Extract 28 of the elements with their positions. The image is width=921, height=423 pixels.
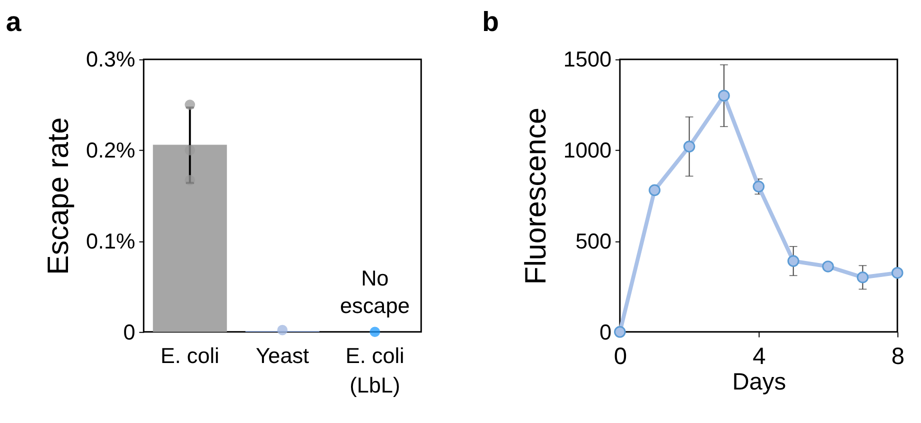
x-tick-label: 4 <box>752 344 766 370</box>
x-tick-label: 8 <box>891 344 904 370</box>
point <box>787 255 800 267</box>
x-tick-label: E. coli (LbL) <box>345 342 404 398</box>
chart-title: a <box>6 6 22 37</box>
point <box>856 271 869 284</box>
point <box>614 326 626 338</box>
y-tick-label: 1500 <box>563 46 612 72</box>
y-tick-label: 0.3% <box>86 46 136 72</box>
point <box>718 90 730 102</box>
point <box>683 140 696 152</box>
point <box>648 184 660 196</box>
y-tick-label: 0.2% <box>86 138 136 163</box>
x-tick-label: Yeast <box>256 342 310 368</box>
y-tick-label: 500 <box>575 228 612 254</box>
x-axis-title: Days <box>732 369 786 396</box>
y-tick-label: 0 <box>123 319 136 344</box>
x-tick-label: E. coli <box>160 342 220 368</box>
chart-title: b <box>482 6 499 37</box>
y-axis-title: Fluorescence <box>520 108 553 285</box>
y-tick-label: 0 <box>600 319 612 344</box>
point <box>752 180 765 192</box>
y-tick-label: 1000 <box>563 138 612 163</box>
y-tick-label: 0.1% <box>86 228 136 254</box>
point <box>891 266 904 279</box>
annotation: No escape <box>340 266 410 318</box>
y-axis-title: Escape rate <box>42 117 76 275</box>
point <box>822 260 834 272</box>
